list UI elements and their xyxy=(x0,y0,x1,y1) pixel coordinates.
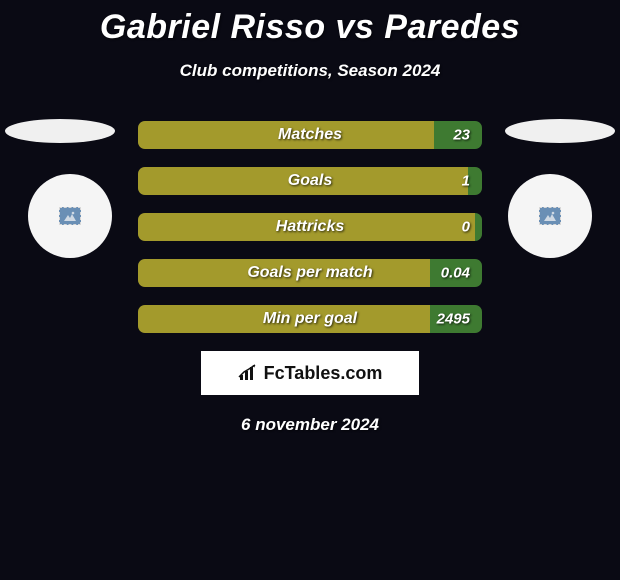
stat-label: Matches xyxy=(278,126,342,144)
stat-value: 0.04 xyxy=(441,265,470,282)
stat-value: 23 xyxy=(453,127,470,144)
left-player-placeholder-icon xyxy=(59,207,81,225)
brand-box: FcTables.com xyxy=(201,351,419,395)
right-player-placeholder-icon xyxy=(539,207,561,225)
stat-value: 1 xyxy=(462,173,470,190)
stat-value: 2495 xyxy=(437,311,470,328)
stat-value: 0 xyxy=(462,219,470,236)
left-player-badge xyxy=(28,174,112,258)
stat-row: Matches 23 xyxy=(138,121,482,149)
subtitle: Club competitions, Season 2024 xyxy=(0,61,620,81)
stat-row: Goals per match 0.04 xyxy=(138,259,482,287)
comparison-panel: Matches 23 Goals 1 Hattricks 0 Goals per match… xyxy=(0,121,620,435)
stat-label: Min per goal xyxy=(263,310,357,328)
stat-label: Goals xyxy=(288,172,332,190)
stat-label: Hattricks xyxy=(276,218,344,236)
brand-logo: FcTables.com xyxy=(238,363,383,384)
right-player-badge xyxy=(508,174,592,258)
stat-row: Min per goal 2495 xyxy=(138,305,482,333)
right-flag-ellipse xyxy=(505,119,615,143)
stat-bar-right xyxy=(468,167,482,195)
brand-text: FcTables.com xyxy=(264,363,383,384)
stat-label: Goals per match xyxy=(247,264,372,282)
stat-bars: Matches 23 Goals 1 Hattricks 0 Goals per match… xyxy=(138,121,482,333)
stat-row: Goals 1 xyxy=(138,167,482,195)
left-flag-ellipse xyxy=(5,119,115,143)
stat-row: Hattricks 0 xyxy=(138,213,482,241)
page-title: Gabriel Risso vs Paredes xyxy=(0,0,620,47)
date-label: 6 november 2024 xyxy=(0,415,620,435)
stat-bar-right xyxy=(475,213,482,241)
brand-chart-icon xyxy=(238,364,260,382)
